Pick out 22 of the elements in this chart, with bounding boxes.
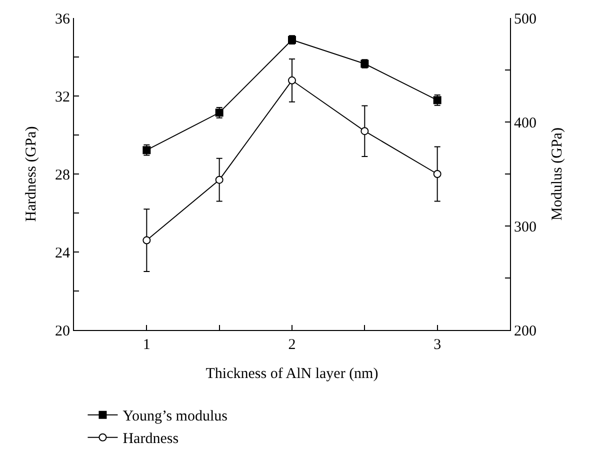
- y-tick-label: 28: [55, 167, 70, 184]
- y2-tick-label: 400: [514, 115, 536, 132]
- y-axis-title: Hardness (GPa): [23, 126, 40, 222]
- x-tick-label: 3: [434, 337, 442, 353]
- legend-label: Young’s modulus: [122, 408, 228, 425]
- y-tick-label: 24: [55, 245, 70, 262]
- x-axis-title: Thickness of AlN layer (nm): [206, 366, 378, 382]
- x-tick-label: 1: [142, 337, 150, 353]
- x-tick-label: 2: [288, 337, 296, 353]
- point: [288, 76, 296, 84]
- y2-tick-label: 500: [514, 11, 536, 28]
- y-tick-label: 20: [55, 323, 70, 340]
- point: [433, 170, 442, 178]
- y2-tick-label: 200: [514, 323, 536, 340]
- legend-label: Hardness: [122, 431, 179, 448]
- y-tick-label: 36: [55, 11, 70, 28]
- point: [142, 236, 151, 244]
- y2-axis-title: Modulus (GPa): [550, 128, 566, 220]
- y-tick-label: 32: [55, 89, 70, 106]
- y2-tick-label: 300: [514, 219, 536, 236]
- point: [215, 176, 224, 184]
- point: [360, 127, 369, 136]
